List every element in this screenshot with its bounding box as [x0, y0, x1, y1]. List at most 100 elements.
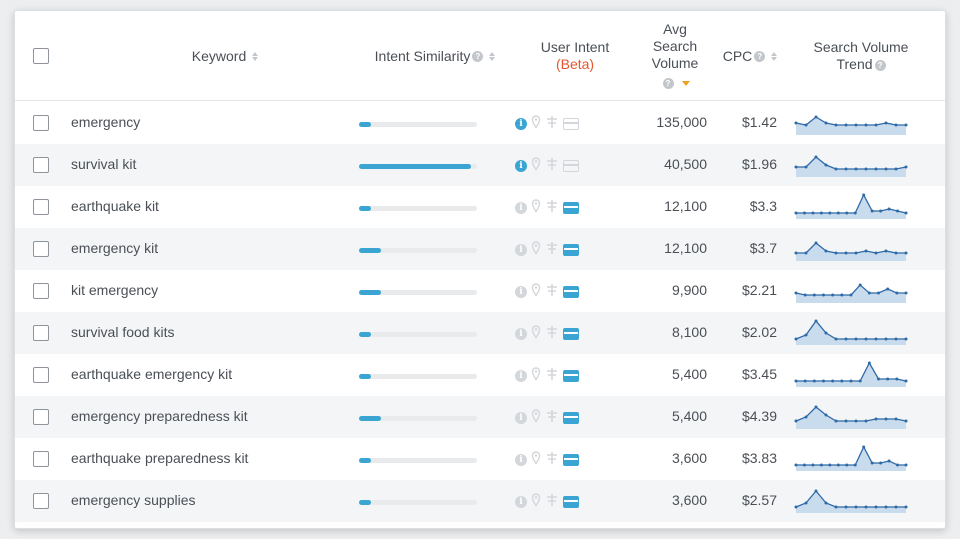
row-checkbox[interactable] [33, 241, 49, 257]
commercial-intent-icon[interactable] [563, 117, 579, 130]
row-checkbox[interactable] [33, 493, 49, 509]
keyword-text[interactable]: emergency [71, 114, 141, 130]
cpc-column-header[interactable]: CPC? [715, 11, 785, 101]
trend-point [894, 123, 898, 127]
keyword-text[interactable]: earthquake emergency kit [71, 366, 233, 382]
trend-point [834, 337, 838, 341]
table-body: emergency i 135,000 $1.42 survival kit i… [15, 102, 945, 522]
local-intent-icon[interactable] [531, 367, 541, 384]
transactional-intent-icon[interactable] [545, 115, 559, 132]
trend-point [867, 361, 871, 365]
transactional-intent-icon[interactable] [545, 241, 559, 258]
row-checkbox[interactable] [33, 367, 49, 383]
keyword-text[interactable]: emergency preparedness kit [71, 408, 248, 424]
keyword-text[interactable]: emergency supplies [71, 492, 196, 508]
intent-similarity-column-header[interactable]: Intent Similarity? [355, 11, 515, 101]
informational-intent-icon[interactable]: i [515, 453, 527, 466]
help-icon[interactable]: ? [874, 59, 886, 71]
help-icon[interactable]: ? [754, 51, 766, 63]
local-intent-icon[interactable] [531, 409, 541, 426]
row-checkbox[interactable] [33, 157, 49, 173]
local-intent-icon[interactable] [531, 451, 541, 468]
trend-point [819, 463, 823, 467]
trend-sparkline [794, 319, 908, 345]
informational-intent-icon[interactable]: i [515, 201, 527, 214]
transactional-intent-icon[interactable] [545, 157, 559, 174]
trend-sparkline [794, 405, 908, 429]
informational-intent-icon[interactable]: i [515, 243, 527, 256]
keyword-text[interactable]: earthquake kit [71, 198, 159, 214]
user-intent-icons: i [515, 451, 579, 468]
local-intent-icon[interactable] [531, 493, 541, 510]
commercial-intent-icon[interactable] [563, 327, 579, 340]
trend-point [854, 419, 858, 423]
local-intent-icon[interactable] [531, 115, 541, 132]
commercial-intent-icon[interactable] [563, 159, 579, 172]
keyword-text[interactable]: survival kit [71, 156, 137, 172]
transactional-intent-icon[interactable] [545, 325, 559, 342]
cpc-value: $1.96 [741, 156, 777, 172]
row-checkbox[interactable] [33, 115, 49, 131]
keyword-column-header[interactable]: Keyword [165, 11, 285, 101]
keyword-text[interactable]: earthquake preparedness kit [71, 450, 249, 466]
trend-point [844, 123, 848, 127]
trend-point [794, 337, 798, 341]
keyword-text[interactable]: emergency kit [71, 240, 159, 256]
search-volume-value: 135,000 [656, 114, 707, 130]
row-checkbox[interactable] [33, 283, 49, 299]
trend-point [874, 167, 878, 171]
local-intent-icon[interactable] [531, 157, 541, 174]
local-intent-icon[interactable] [531, 283, 541, 300]
local-intent-icon[interactable] [531, 199, 541, 216]
commercial-intent-icon[interactable] [563, 495, 579, 508]
informational-intent-icon[interactable]: i [515, 411, 527, 424]
trend-point [879, 209, 883, 213]
trend-point [814, 115, 818, 119]
row-checkbox-wrap [33, 241, 49, 257]
help-icon[interactable]: ? [472, 51, 484, 63]
informational-intent-icon[interactable]: i [515, 117, 527, 130]
row-checkbox[interactable] [33, 325, 49, 341]
trend-point [814, 489, 818, 493]
transactional-intent-icon[interactable] [545, 367, 559, 384]
select-all-checkbox[interactable] [33, 48, 49, 64]
trend-point [864, 167, 868, 171]
row-checkbox[interactable] [33, 451, 49, 467]
local-intent-icon[interactable] [531, 241, 541, 258]
informational-intent-icon[interactable]: i [515, 369, 527, 382]
commercial-intent-icon[interactable] [563, 243, 579, 256]
informational-intent-icon[interactable]: i [515, 495, 527, 508]
trend-point [904, 463, 908, 467]
local-intent-icon[interactable] [531, 325, 541, 342]
user-intent-icons: i [515, 283, 579, 300]
informational-intent-icon[interactable]: i [515, 159, 527, 172]
trend-point [887, 207, 891, 211]
avg-search-volume-column-header[interactable]: Avg Search Volume ? [635, 11, 715, 101]
trend-point [874, 123, 878, 127]
help-icon[interactable]: ? [662, 77, 674, 89]
transactional-intent-icon[interactable] [545, 493, 559, 510]
trend-point [874, 417, 878, 421]
commercial-intent-icon[interactable] [563, 453, 579, 466]
commercial-intent-icon[interactable] [563, 411, 579, 424]
commercial-intent-icon[interactable] [563, 369, 579, 382]
informational-intent-icon[interactable]: i [515, 327, 527, 340]
row-checkbox[interactable] [33, 409, 49, 425]
keyword-text[interactable]: kit emergency [71, 282, 159, 298]
transactional-intent-icon[interactable] [545, 283, 559, 300]
trend-point [804, 501, 808, 505]
cpc-value: $3.3 [749, 198, 777, 214]
keyword-text[interactable]: survival food kits [71, 324, 175, 340]
transactional-intent-icon[interactable] [545, 199, 559, 216]
informational-intent-icon[interactable]: i [515, 285, 527, 298]
sort-icon [771, 52, 778, 62]
table-row: survival food kits i 8,100 $2.02 [15, 312, 945, 354]
commercial-intent-icon[interactable] [563, 285, 579, 298]
trend-point [874, 505, 878, 509]
transactional-intent-icon[interactable] [545, 451, 559, 468]
transactional-intent-icon[interactable] [545, 409, 559, 426]
commercial-intent-icon[interactable] [563, 201, 579, 214]
row-checkbox[interactable] [33, 199, 49, 215]
intent-similarity-fill [359, 416, 382, 421]
table-row: emergency kit i 12,100 $3.7 [15, 228, 945, 270]
